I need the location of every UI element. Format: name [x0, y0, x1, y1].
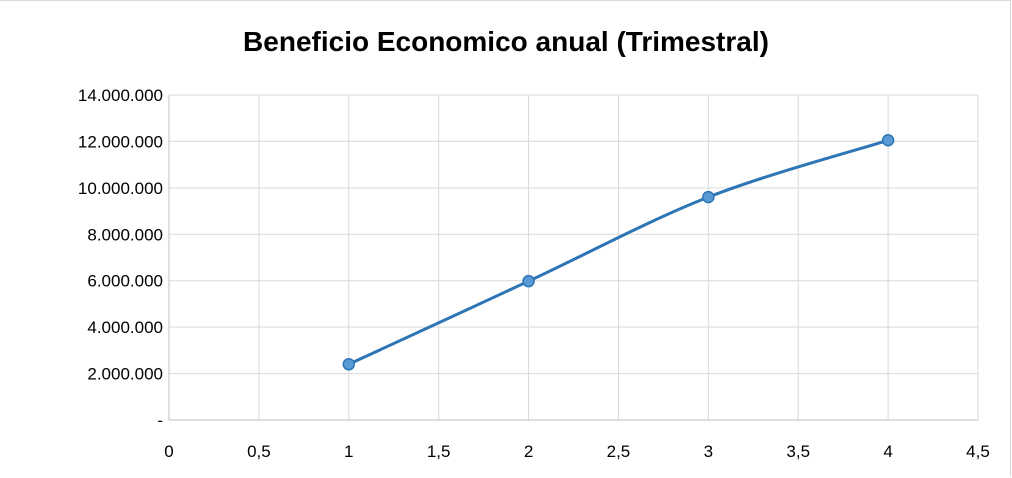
gridlines	[169, 94, 979, 420]
x-tick-label: 4	[883, 442, 892, 461]
x-tick-label: 0	[164, 442, 173, 461]
data-point	[702, 190, 715, 204]
data-point	[881, 134, 895, 147]
chart-title: Beneficio Economico anual (Trimestral)	[243, 26, 769, 57]
series-group	[342, 134, 895, 371]
y-tick-label: 4.000.000	[87, 318, 163, 337]
y-tick-label: 6.000.000	[87, 272, 163, 291]
x-tick-label: 1	[344, 442, 353, 461]
x-axis-tick-labels: 0 0,5 1 1,5 2 2,5 3 3,5 4 4,5	[164, 442, 990, 461]
y-tick-label: 12.000.000	[78, 132, 163, 151]
axes	[168, 95, 978, 421]
series-line	[347, 138, 890, 366]
x-tick-label: 3,5	[786, 442, 810, 461]
y-tick-label: 10.000.000	[78, 179, 163, 198]
data-point	[342, 358, 356, 371]
y-tick-label: 8.000.000	[87, 225, 163, 244]
x-tick-label: 0,5	[247, 442, 271, 461]
x-tick-label: 3	[704, 442, 713, 461]
x-tick-label: 2,5	[607, 442, 631, 461]
y-axis-tick-labels: - 2.000.000 4.000.000 6.000.000 8.000.000 10.…	[78, 86, 163, 430]
y-tick-label: -	[157, 411, 163, 430]
x-tick-label: 4,5	[966, 442, 990, 461]
y-tick-label: 2.000.000	[87, 365, 163, 384]
y-tick-label: 14.000.000	[78, 86, 163, 105]
x-tick-label: 1,5	[427, 442, 451, 461]
x-tick-label: 2	[524, 442, 533, 461]
data-point	[522, 274, 535, 288]
